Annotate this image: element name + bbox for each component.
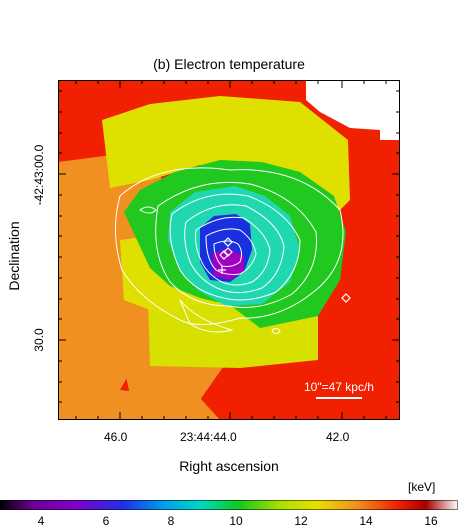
colorbar-tick: 4: [37, 514, 45, 528]
x-tick-label: 42.0: [326, 430, 350, 444]
region-blank: [306, 80, 400, 140]
chart-title: (b) Electron temperature: [153, 56, 305, 72]
y-tick-label: 30.0: [32, 328, 46, 352]
diamond-marker: [219, 250, 229, 260]
x-axis-label: Right ascension: [179, 458, 279, 474]
colorbar-tick: 10: [229, 514, 243, 528]
y-tick-label: -42:43:00.0: [32, 144, 46, 206]
colorbar-tick: 16: [424, 514, 438, 528]
x-tick-label: 23:44:44.0: [180, 430, 237, 444]
x-tick-label: 46.0: [104, 430, 128, 444]
colorbar-tick: 6: [102, 514, 110, 528]
diamond-marker: [341, 293, 351, 303]
diamond-marker: [223, 247, 233, 257]
scale-bar-label: 10"=47 kpc/h: [304, 380, 374, 394]
cross-marker: [218, 266, 226, 274]
colorbar-tick: 8: [167, 514, 175, 528]
colorbar-unit: [keV]: [408, 480, 436, 494]
markers: [218, 237, 351, 303]
diamond-marker: [223, 237, 233, 247]
contours: [114, 167, 344, 335]
plot-frame: [58, 80, 400, 420]
colorbar: [0, 500, 458, 510]
colorbar-tick: 14: [359, 514, 373, 528]
colorbar-tick: 12: [294, 514, 308, 528]
map-regions: [58, 80, 400, 420]
